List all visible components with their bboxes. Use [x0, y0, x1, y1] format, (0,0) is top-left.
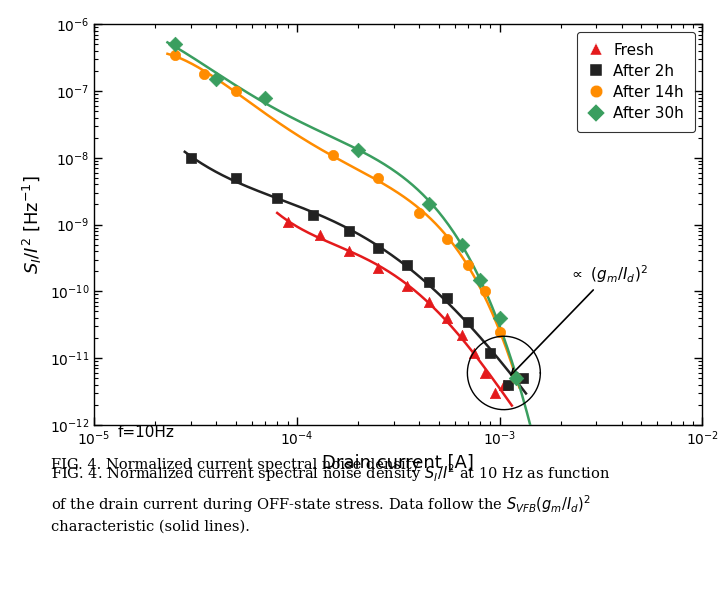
Legend: Fresh, After 2h, After 14h, After 30h: Fresh, After 2h, After 14h, After 30h: [576, 32, 694, 132]
Point: [468, 348, 480, 358]
Point: [441, 234, 452, 244]
Point: [211, 75, 222, 84]
Point: [456, 330, 468, 340]
Text: FIG. 4. Normalized current spectral noise density $S_I/I^2$ at 10 Hz as function: FIG. 4. Normalized current spectral nois…: [51, 463, 610, 534]
Point: [456, 240, 468, 249]
Point: [441, 313, 452, 323]
Point: [169, 39, 180, 49]
Point: [198, 69, 210, 79]
Point: [510, 373, 521, 383]
Point: [413, 208, 425, 218]
Point: [463, 260, 474, 270]
Point: [424, 297, 435, 307]
Y-axis label: $S_I/I^2$ [Hz$^{-1}$]: $S_I/I^2$ [Hz$^{-1}$]: [21, 175, 44, 274]
Point: [352, 145, 363, 155]
Point: [494, 327, 505, 336]
Point: [230, 173, 242, 183]
Point: [260, 93, 272, 103]
Point: [371, 243, 383, 253]
Point: [463, 317, 474, 327]
Point: [424, 277, 435, 287]
Text: f=10Hz: f=10Hz: [117, 425, 174, 439]
Point: [401, 260, 413, 270]
X-axis label: Drain current [A]: Drain current [A]: [322, 454, 474, 472]
Point: [424, 200, 435, 209]
Point: [479, 368, 491, 378]
Point: [474, 275, 486, 285]
Text: FIG. 4. Normalized current spectral noise density: FIG. 4. Normalized current spectral nois…: [51, 458, 424, 472]
Point: [371, 173, 383, 183]
Point: [401, 281, 413, 291]
Point: [441, 293, 452, 303]
Point: [185, 153, 197, 163]
Point: [498, 380, 510, 390]
Point: [489, 388, 501, 398]
Point: [342, 246, 354, 256]
Point: [230, 86, 242, 96]
Point: [484, 348, 496, 358]
Point: [510, 373, 521, 383]
Point: [502, 380, 514, 390]
Point: [371, 263, 383, 273]
Point: [517, 373, 529, 383]
Point: [327, 150, 338, 160]
Point: [529, 440, 541, 450]
Point: [169, 50, 180, 59]
Text: $\propto$ $(g_m/I_d)^2$: $\propto$ $(g_m/I_d)^2$: [511, 263, 648, 375]
Point: [307, 210, 319, 220]
Point: [342, 226, 354, 236]
Point: [479, 287, 491, 296]
Point: [494, 313, 505, 323]
Point: [314, 230, 326, 240]
Point: [282, 217, 293, 226]
Point: [272, 193, 283, 203]
